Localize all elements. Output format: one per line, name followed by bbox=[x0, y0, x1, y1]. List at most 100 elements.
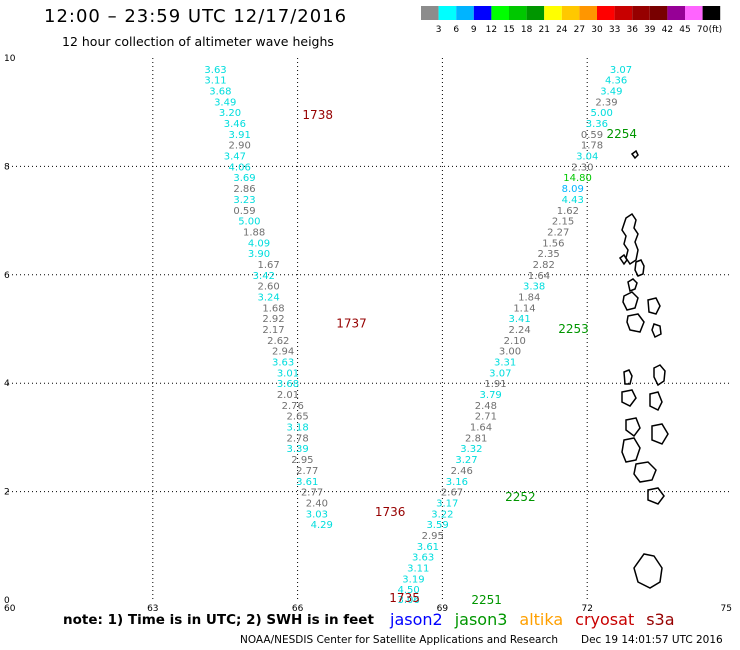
scale-swatch bbox=[667, 6, 685, 20]
island-shape bbox=[626, 313, 645, 333]
island-shape bbox=[653, 364, 666, 387]
scale-swatch bbox=[685, 6, 703, 20]
scale-swatch bbox=[456, 6, 474, 20]
wave-height-value: 2.77 bbox=[301, 488, 323, 499]
scale-label: 42 bbox=[662, 25, 673, 35]
wave-height-value: 3.63 bbox=[412, 553, 434, 564]
wave-height-value: 4.36 bbox=[605, 76, 627, 87]
wave-height-value: 3.79 bbox=[480, 390, 502, 401]
wave-height-value: 4.43 bbox=[562, 195, 584, 206]
island-shape bbox=[622, 291, 639, 311]
pass-time-label: 1736 bbox=[375, 505, 406, 519]
scale-swatch bbox=[579, 6, 597, 20]
scale-swatch bbox=[438, 6, 457, 20]
island-shape bbox=[630, 149, 639, 160]
wave-height-values: 3.633.113.683.493.203.463.912.903.474.06… bbox=[204, 65, 632, 606]
wave-height-value: 3.24 bbox=[258, 292, 280, 303]
wave-height-value: 2.94 bbox=[272, 347, 294, 358]
scale-label: 36 bbox=[626, 25, 638, 35]
wave-height-value: 2.65 bbox=[286, 412, 308, 423]
wave-height-value: 3.31 bbox=[494, 358, 516, 369]
wave-height-value: 2.62 bbox=[267, 336, 289, 347]
island-shape bbox=[623, 369, 633, 385]
wave-height-value: 8.09 bbox=[562, 184, 584, 195]
wave-height-value: 3.90 bbox=[248, 249, 270, 260]
x-tick-label: 75 bbox=[721, 604, 732, 614]
pass-time-label: 2254 bbox=[607, 127, 638, 141]
scale-label: 21 bbox=[538, 25, 549, 35]
wave-height-value: 3.63 bbox=[272, 358, 294, 369]
scale-swatch bbox=[632, 6, 650, 20]
scale-swatch bbox=[491, 6, 509, 20]
wave-height-value: 1.68 bbox=[262, 303, 284, 314]
y-tick-label: 4 bbox=[4, 379, 10, 389]
wave-height-value: 1.64 bbox=[528, 271, 550, 282]
wave-height-value: 0.59 bbox=[581, 130, 603, 141]
y-tick-label: 8 bbox=[4, 162, 10, 172]
island-shape bbox=[634, 259, 645, 277]
wave-height-value: 3.06 bbox=[397, 595, 419, 606]
island-shape bbox=[651, 423, 669, 445]
scale-swatch bbox=[544, 6, 562, 20]
wave-height-value: 3.61 bbox=[296, 477, 318, 488]
pass-time-label: 1735 bbox=[389, 591, 420, 605]
wave-height-value: 2.35 bbox=[537, 249, 559, 260]
wave-height-value: 3.01 bbox=[277, 368, 299, 379]
wave-height-value: 2.27 bbox=[547, 227, 569, 238]
coastline bbox=[618, 149, 669, 589]
wave-height-value: 3.42 bbox=[253, 271, 275, 282]
wave-height-value: 3.49 bbox=[214, 97, 236, 108]
wave-height-value: 4.09 bbox=[248, 238, 270, 249]
legend-altika: altika bbox=[519, 610, 564, 629]
wave-height-value: 1.78 bbox=[581, 141, 603, 152]
island-shape bbox=[621, 437, 641, 463]
wave-height-value: 3.27 bbox=[455, 455, 477, 466]
pass-time-labels: 1738 1737 1736 1735 2254 2253 2252 2251 bbox=[302, 108, 637, 607]
wave-height-value: 2.39 bbox=[595, 97, 617, 108]
wave-height-value: 2.48 bbox=[475, 401, 497, 412]
wave-height-value: 3.32 bbox=[460, 444, 482, 455]
wave-height-value: 14.80 bbox=[563, 173, 592, 184]
scale-swatch bbox=[702, 6, 721, 20]
scale-label: 6 bbox=[453, 25, 459, 35]
wave-height-value: 0.59 bbox=[233, 206, 255, 217]
wave-height-value: 2.01 bbox=[277, 390, 299, 401]
wave-height-value: 1.67 bbox=[258, 260, 280, 271]
wave-height-value: 2.15 bbox=[552, 217, 574, 228]
island-shape bbox=[621, 389, 637, 407]
wave-height-value: 2.90 bbox=[229, 141, 251, 152]
wave-height-value: 3.63 bbox=[204, 65, 226, 76]
scale-label: 9 bbox=[471, 25, 477, 35]
wave-height-value: 4.50 bbox=[397, 585, 419, 596]
wave-height-value: 3.69 bbox=[233, 173, 255, 184]
wave-height-value: 2.40 bbox=[306, 498, 328, 509]
wave-height-value: 3.68 bbox=[209, 87, 231, 98]
wave-height-value: 3.18 bbox=[286, 423, 308, 434]
wave-height-value: 3.00 bbox=[499, 347, 521, 358]
scale-swatch bbox=[526, 6, 545, 20]
page-subtitle: 12 hour collection of altimeter wave hei… bbox=[62, 34, 334, 49]
wave-height-value: 1.56 bbox=[542, 238, 564, 249]
legend-jason3: jason3 bbox=[454, 610, 508, 629]
wave-height-value: 3.46 bbox=[224, 119, 246, 130]
island-shape bbox=[649, 391, 663, 412]
color-scale: 3 6 9 12 15 18 21 24 27 30 33 36 39 42 45 70 (ft) bbox=[421, 6, 722, 35]
page-title: 12:00 – 23:59 UTC 12/17/2016 bbox=[44, 6, 348, 27]
wave-height-value: 3.04 bbox=[576, 152, 598, 163]
wave-height-value: 2.30 bbox=[571, 162, 593, 173]
island-shape bbox=[633, 461, 657, 483]
scale-label: 33 bbox=[609, 25, 620, 35]
legend-cryosat: cryosat bbox=[575, 610, 635, 629]
x-tick-label: 60 bbox=[4, 604, 16, 614]
y-tick-label: 0 bbox=[4, 596, 10, 606]
wave-height-value: 3.07 bbox=[489, 368, 511, 379]
wave-height-value: 1.62 bbox=[557, 206, 579, 217]
wave-height-value: 2.71 bbox=[475, 412, 497, 423]
wave-height-value: 3.19 bbox=[402, 574, 424, 585]
y-tick-label: 2 bbox=[4, 488, 10, 498]
pass-time-label: 2251 bbox=[471, 593, 502, 607]
wave-height-value: 3.36 bbox=[586, 119, 608, 130]
scale-label: 12 bbox=[486, 25, 497, 35]
wave-height-value: 2.82 bbox=[533, 260, 555, 271]
